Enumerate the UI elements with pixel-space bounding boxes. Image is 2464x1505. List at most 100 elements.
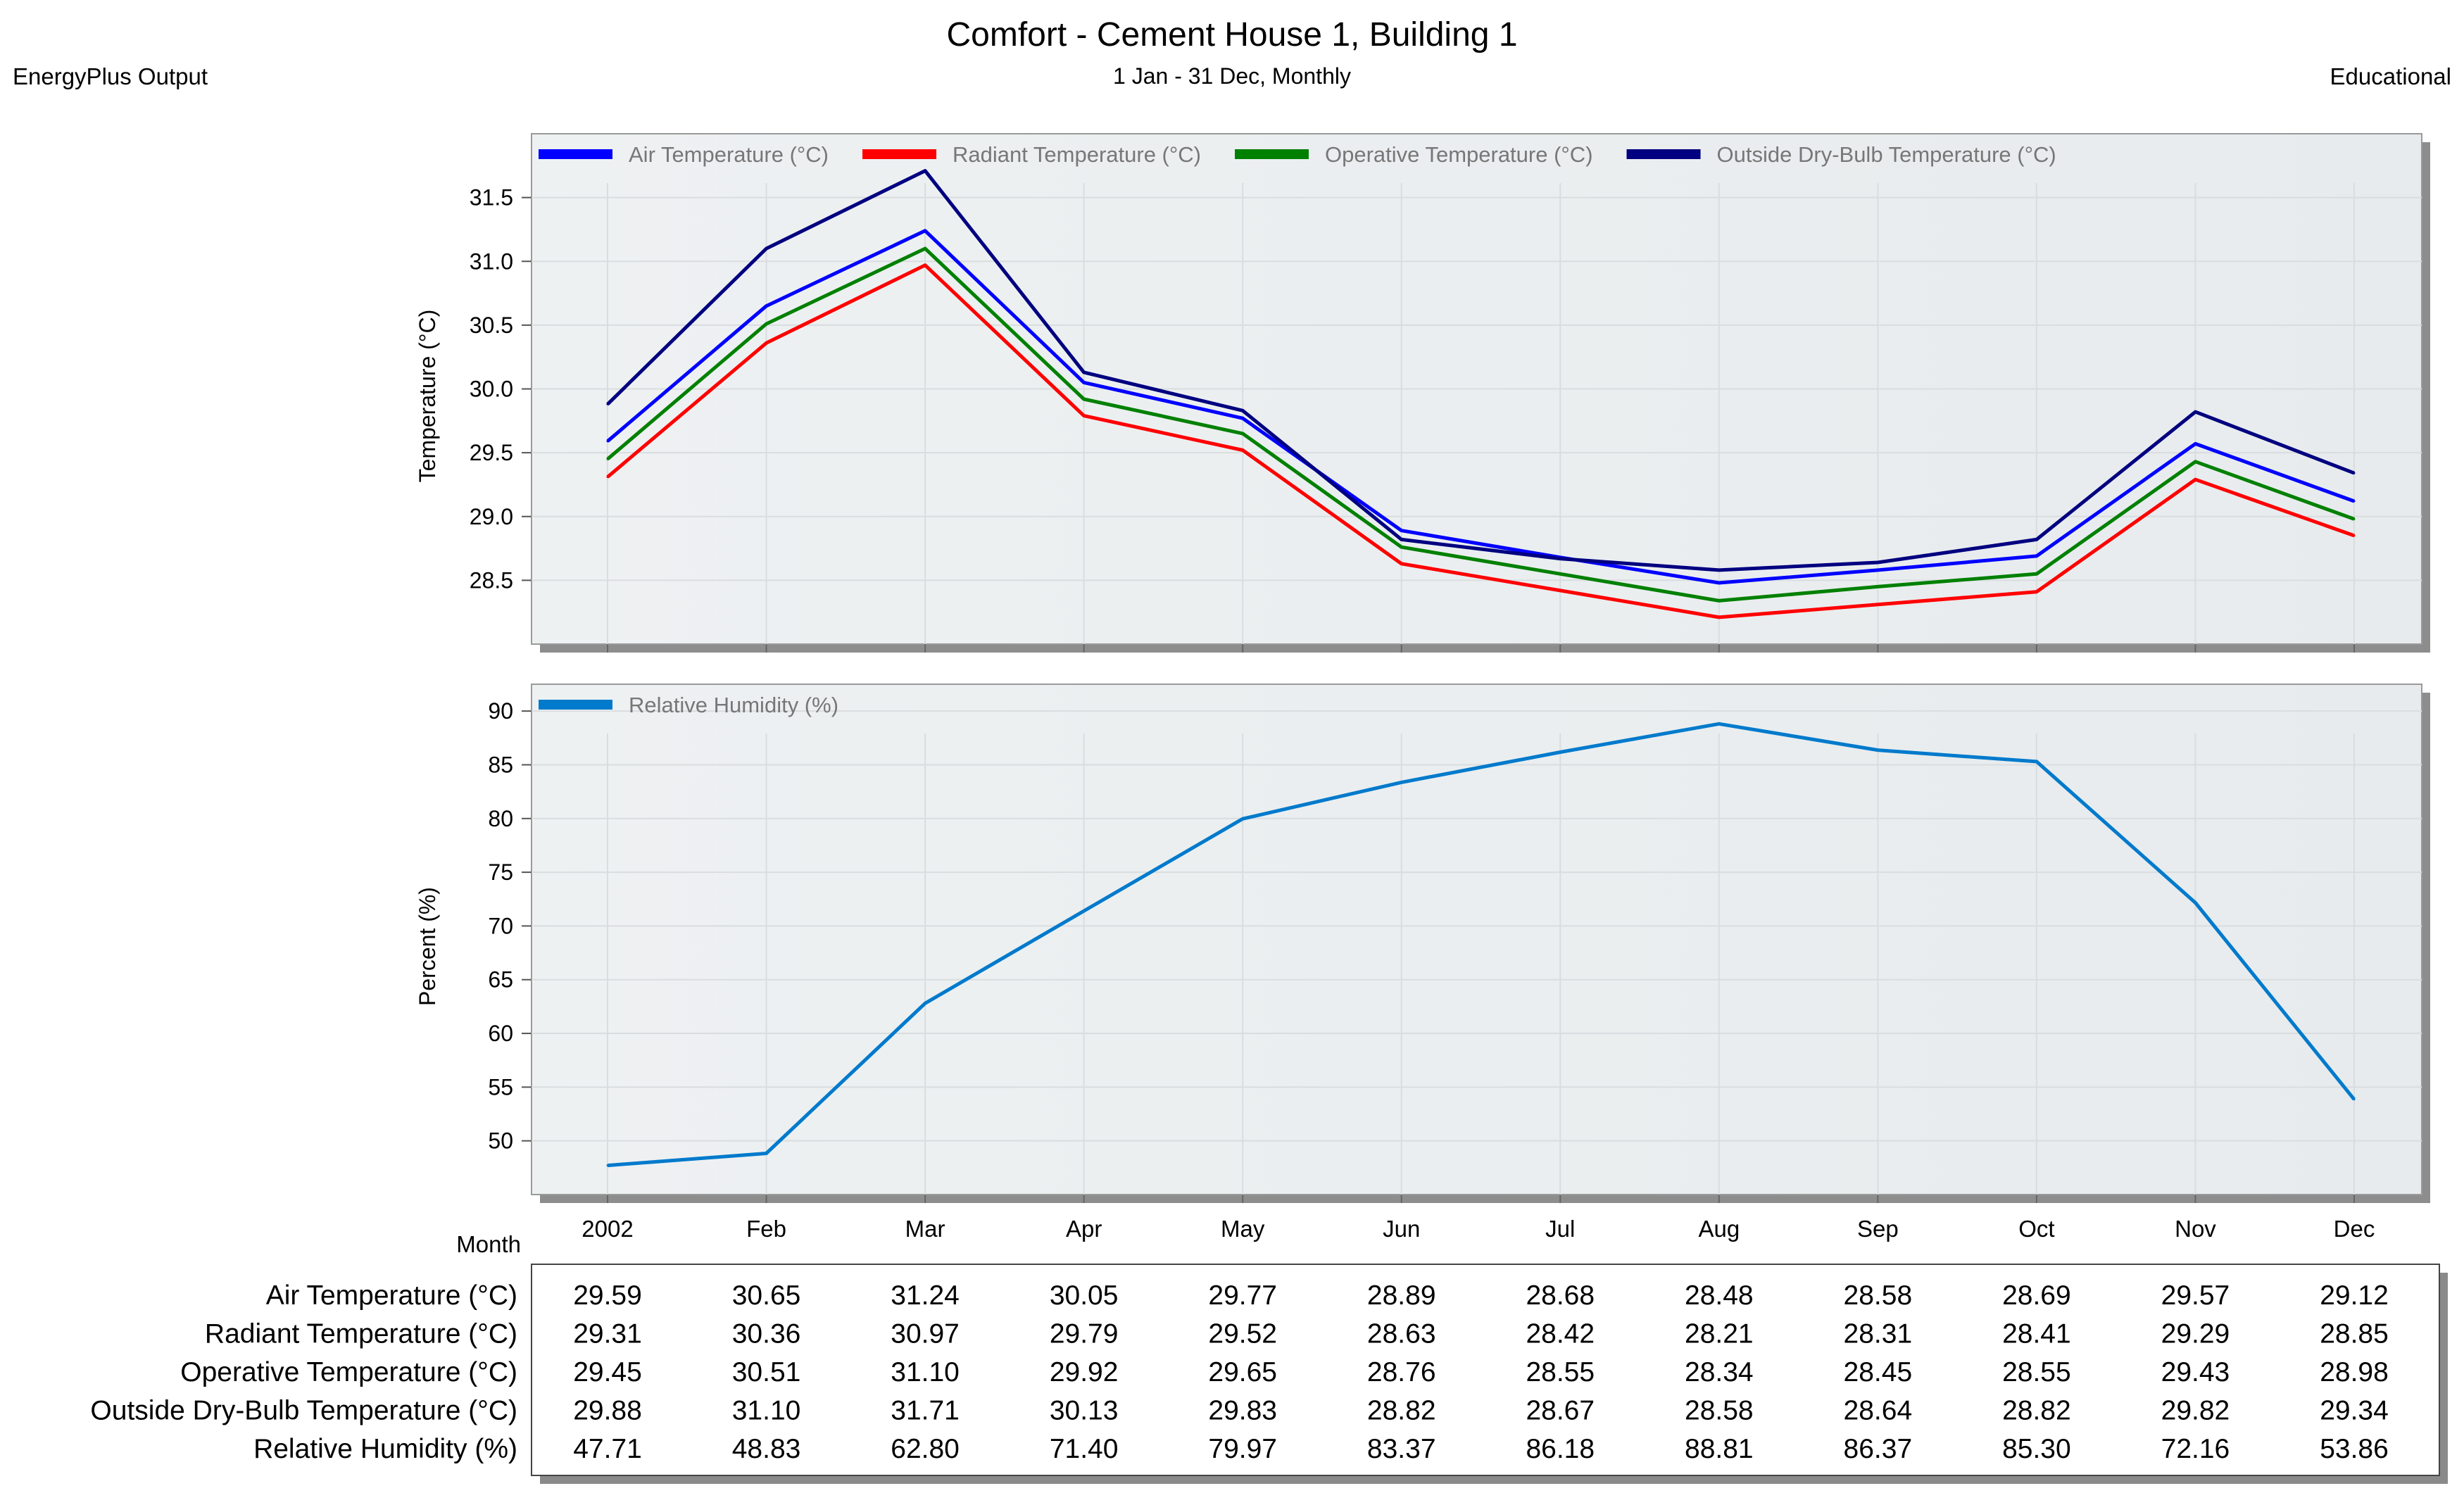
humidity-chart: 90 85 80 75 70 65 60 55 50 Percent (%) Relative Hu… [415, 684, 2430, 1203]
data-point [1400, 546, 1403, 548]
y-tick-label: 30.5 [470, 313, 513, 338]
table-row-label: Relative Humidity (%) [253, 1434, 517, 1464]
table-cell: 28.82 [1367, 1396, 1436, 1426]
legend-swatch [1626, 149, 1701, 159]
table-cell: 29.57 [2161, 1280, 2230, 1311]
x-tick-label: Jun [1383, 1216, 1420, 1242]
table-cell: 83.37 [1367, 1434, 1436, 1464]
series-line [606, 263, 2355, 619]
data-table: Air Temperature (°C) 29.59 30.65 31.24 30.05… [90, 1264, 2448, 1484]
x-tick-label: Sep [1857, 1216, 1899, 1242]
data-point [1718, 569, 1721, 572]
table-cell: 31.71 [891, 1396, 960, 1426]
data-point [2353, 534, 2356, 537]
data-point [1559, 750, 1561, 753]
data-point [2194, 410, 2196, 413]
table-cell: 29.12 [2320, 1280, 2389, 1311]
data-point [1876, 569, 1879, 572]
data-point [765, 341, 768, 344]
data-point [2035, 591, 2038, 593]
x-tick-label: May [1221, 1216, 1265, 1242]
y-tick-label: 60 [488, 1021, 513, 1046]
legend-swatch [1235, 149, 1309, 159]
data-point [1400, 529, 1403, 532]
x-tick-label: Dec [2334, 1216, 2375, 1242]
table-cell: 28.58 [1685, 1396, 1754, 1426]
data-point [2194, 478, 2196, 481]
table-cell: 85.30 [2002, 1434, 2071, 1464]
table-cell: 29.65 [1208, 1357, 1277, 1387]
table-cell: 28.67 [1526, 1396, 1595, 1426]
table-cell: 28.42 [1526, 1319, 1595, 1349]
data-point [606, 1164, 609, 1167]
month-axis: 2002 Feb Mar Apr May Jun Jul Aug Sep Oct Nov Dec Mon… [456, 1216, 2375, 1257]
table-cell: 31.10 [732, 1396, 801, 1426]
data-point [765, 305, 768, 308]
x-tick-label: Aug [1698, 1216, 1740, 1242]
data-point [924, 170, 926, 172]
table-cell: 28.85 [2320, 1319, 2389, 1349]
data-point [1241, 817, 1244, 820]
table-cell: 53.86 [2320, 1434, 2389, 1464]
table-cell: 28.58 [1844, 1280, 1913, 1311]
legend-label: Operative Temperature (°C) [1325, 142, 1593, 167]
data-point [1083, 371, 1086, 374]
x-tick-label: Nov [2175, 1216, 2216, 1242]
data-point [924, 264, 926, 267]
data-point [2353, 500, 2356, 503]
data-point [1718, 722, 1721, 725]
data-point [1876, 749, 1879, 752]
table-cell: 29.29 [2161, 1319, 2230, 1349]
x-tick-label: Jul [1545, 1216, 1575, 1242]
data-point [765, 322, 768, 325]
table-cell: 28.45 [1844, 1357, 1913, 1387]
y-tick-label: 50 [488, 1128, 513, 1154]
data-point [606, 440, 609, 443]
table-cell: 28.98 [2320, 1357, 2389, 1387]
legend-swatch [539, 149, 612, 159]
data-point [1083, 415, 1086, 417]
table-cell: 29.82 [2161, 1396, 2230, 1426]
table-cell: 30.97 [891, 1319, 960, 1349]
table-cell: 28.34 [1685, 1357, 1754, 1387]
data-point [606, 403, 609, 405]
table-cell: 29.59 [573, 1280, 642, 1311]
table-cell: 29.88 [573, 1396, 642, 1426]
data-point [2035, 760, 2038, 763]
legend-swatch [539, 700, 612, 710]
table-cell: 29.31 [573, 1319, 642, 1349]
data-point [765, 247, 768, 250]
y-tick-label: 75 [488, 859, 513, 885]
table-cell: 31.24 [891, 1280, 960, 1311]
data-point [924, 1002, 926, 1005]
table-cell: 28.21 [1685, 1319, 1754, 1349]
output-source-label: EnergyPlus Output [13, 63, 208, 89]
data-point [1718, 599, 1721, 602]
legend-label: Outside Dry-Bulb Temperature (°C) [1717, 142, 2056, 167]
table-cell: 29.52 [1208, 1319, 1277, 1349]
data-point [1400, 781, 1403, 783]
y-tick-label: 31.0 [470, 248, 513, 274]
table-cell: 28.76 [1367, 1357, 1436, 1387]
series-line [606, 169, 2355, 572]
table-cell: 28.68 [1526, 1280, 1595, 1311]
table-cell: 62.80 [891, 1434, 960, 1464]
table-row-label: Outside Dry-Bulb Temperature (°C) [90, 1396, 517, 1426]
temperature-chart: 31.5 31.0 30.5 30.0 29.5 29.0 28.5 Temperature … [415, 133, 2430, 653]
data-point [1718, 616, 1721, 619]
data-point [2353, 517, 2356, 520]
table-cell: 88.81 [1685, 1434, 1754, 1464]
table-cell: 28.31 [1844, 1319, 1913, 1349]
data-point [1241, 432, 1244, 435]
data-point [1559, 589, 1561, 592]
x-axis-label: Month [456, 1231, 521, 1257]
table-cell: 30.65 [732, 1280, 801, 1311]
x-tick-label: Mar [905, 1216, 945, 1242]
table-cell: 28.69 [2002, 1280, 2071, 1311]
y-axis-label: Temperature (°C) [415, 310, 440, 483]
table-cell: 30.36 [732, 1319, 801, 1349]
table-cell: 30.51 [732, 1357, 801, 1387]
table-cell: 71.40 [1050, 1434, 1119, 1464]
data-point [2194, 901, 2196, 904]
